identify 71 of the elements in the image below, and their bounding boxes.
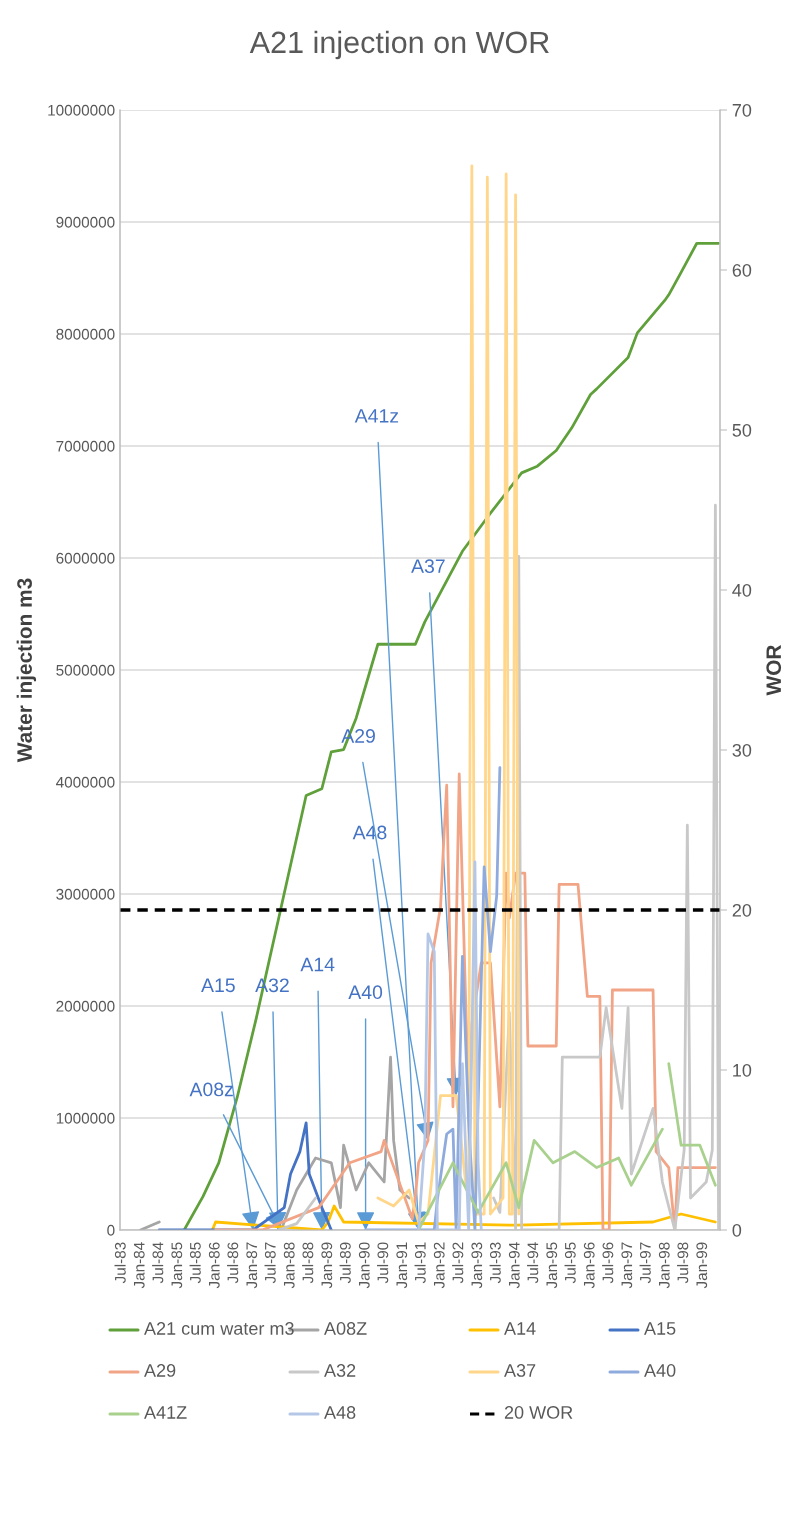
x-tick-label: Jul-87 [264, 1242, 276, 1284]
legend-label: A08Z [324, 1322, 367, 1335]
x-tick-label: Jul-83 [114, 1242, 126, 1284]
x-tick-label: Jan-85 [171, 1242, 183, 1289]
y2-axis-title: WOR [766, 644, 782, 696]
x-tick-label: Jan-92 [433, 1242, 445, 1289]
annotation: A41z [354, 409, 399, 423]
legend-label: A37 [504, 1364, 536, 1377]
x-tick-label: Jul-98 [677, 1242, 689, 1284]
annotation: A15 [201, 978, 235, 993]
y-tick-label: 2000000 [56, 1000, 115, 1012]
x-tick-label: Jan-94 [508, 1242, 520, 1289]
y2-tick-label: 60 [732, 263, 752, 277]
y-tick-label: 8000000 [56, 328, 115, 340]
y2-tick-label: 70 [732, 103, 752, 117]
x-tick-label: Jul-88 [302, 1242, 314, 1284]
chart-title: A21 injection on WOR [249, 30, 549, 60]
y-tick-label: 0 [107, 1224, 115, 1236]
legend-label: A32 [324, 1364, 356, 1377]
x-tick-label: Jul-91 [414, 1242, 426, 1284]
x-tick-label: Jul-96 [602, 1242, 614, 1284]
x-tick-label: Jul-86 [227, 1242, 239, 1284]
x-tick-label: Jul-92 [452, 1242, 464, 1284]
legend-label: A29 [144, 1364, 176, 1377]
y-tick-label: 3000000 [56, 888, 115, 900]
x-tick-label: Jan-95 [546, 1242, 558, 1289]
x-tick-label: Jan-99 [696, 1242, 708, 1289]
x-tick-label: Jul-84 [152, 1242, 164, 1284]
x-tick-label: Jan-96 [583, 1242, 595, 1289]
x-tick-label: Jul-97 [639, 1242, 651, 1284]
y-tick-label: 7000000 [56, 440, 115, 452]
x-tick-label: Jan-97 [621, 1242, 633, 1289]
legend-label: A21 cum water m3 [144, 1322, 294, 1335]
y2-tick-label: 50 [732, 423, 752, 437]
legend-label: A15 [644, 1322, 676, 1335]
x-tick-label: Jul-89 [339, 1242, 351, 1284]
legend-label: A40 [644, 1364, 676, 1377]
x-tick-label: Jan-90 [358, 1242, 370, 1289]
y-axis-title: Water injection m3 [16, 578, 37, 763]
y-tick-label: 5000000 [56, 664, 115, 676]
x-tick-label: Jan-91 [396, 1242, 408, 1289]
legend-label: A14 [504, 1322, 536, 1335]
y-tick-label: 6000000 [56, 552, 115, 564]
x-tick-label: Jul-94 [527, 1242, 539, 1284]
y-tick-label: 4000000 [56, 776, 115, 788]
x-tick-label: Jan-98 [658, 1242, 670, 1289]
annotation: A08z [189, 1082, 233, 1097]
x-tick-label: Jan-84 [133, 1242, 145, 1289]
y2-tick-label: 40 [732, 583, 752, 597]
y-tick-label: 1000000 [56, 1112, 115, 1124]
x-tick-label: Jul-93 [489, 1242, 501, 1284]
annotation: A37 [411, 559, 445, 574]
legend-label: A48 [324, 1406, 356, 1419]
y2-tick-label: 10 [733, 1063, 752, 1077]
x-tick-label: Jan-88 [283, 1242, 295, 1289]
x-tick-label: Jan-87 [246, 1242, 258, 1289]
x-tick-label: Jan-93 [471, 1242, 483, 1289]
x-tick-label: Jul-85 [189, 1242, 201, 1284]
annotation: A14 [300, 957, 335, 972]
x-tick-label: Jan-86 [208, 1242, 220, 1289]
annotation: A40 [348, 985, 383, 1000]
legend-label: A41Z [144, 1406, 187, 1419]
y2-tick-label: 30 [732, 743, 752, 757]
legend-label: 20 WOR [504, 1406, 573, 1419]
x-tick-label: Jul-95 [564, 1242, 576, 1284]
x-tick-label: Jul-90 [377, 1242, 389, 1284]
y2-tick-label: 0 [732, 1223, 742, 1237]
y2-tick-label: 20 [732, 903, 752, 917]
y-tick-label: 9000000 [56, 216, 115, 228]
x-tick-label: Jan-89 [321, 1242, 333, 1289]
y-tick-label: 10000000 [48, 104, 115, 116]
